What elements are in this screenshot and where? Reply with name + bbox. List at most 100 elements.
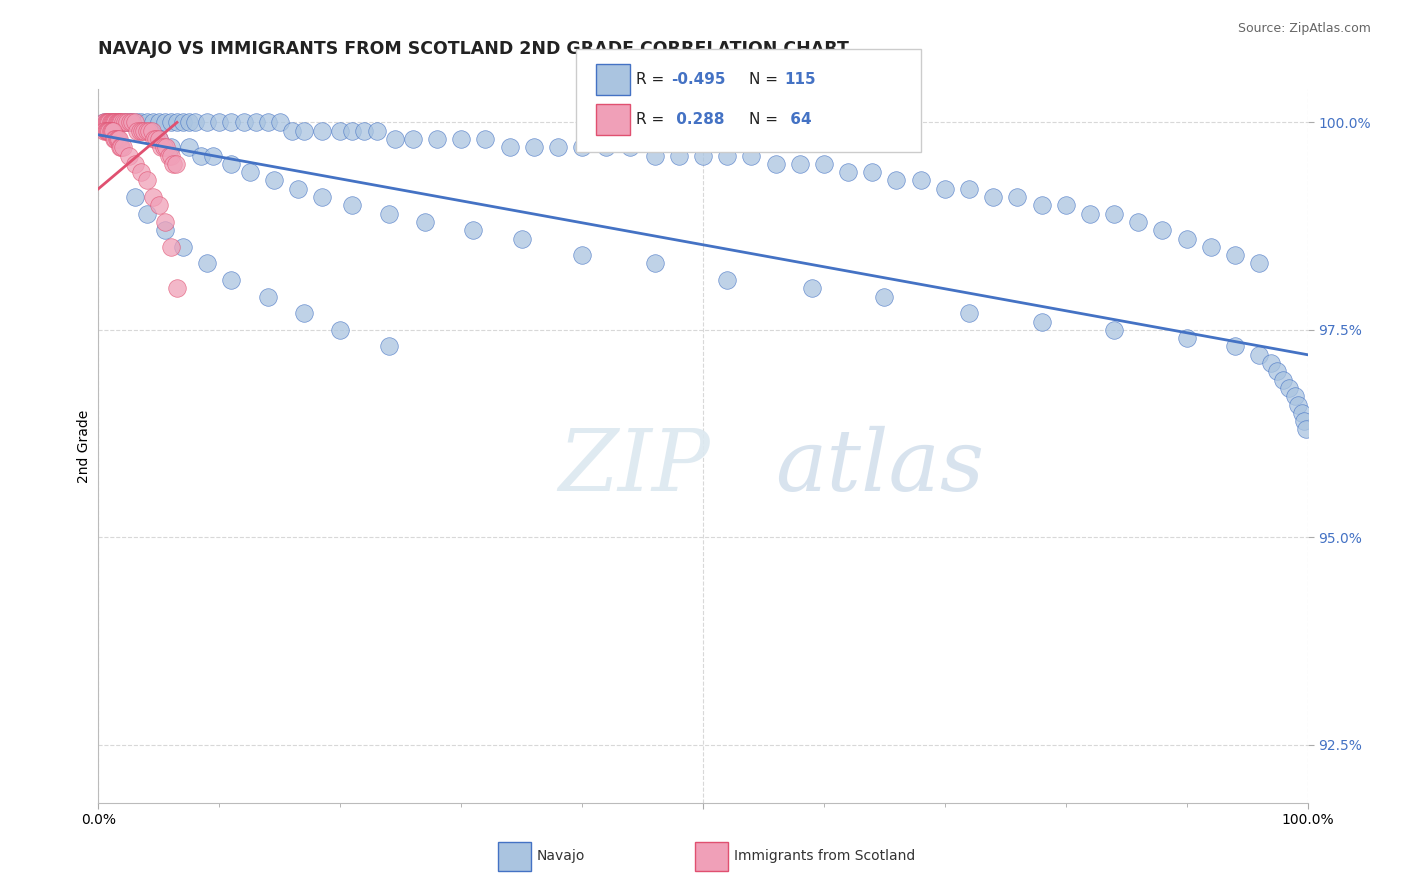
Text: NAVAJO VS IMMIGRANTS FROM SCOTLAND 2ND GRADE CORRELATION CHART: NAVAJO VS IMMIGRANTS FROM SCOTLAND 2ND G… — [98, 40, 849, 58]
Point — [108, 132, 131, 146]
Point — [152, 140, 174, 154]
Point — [124, 157, 146, 171]
Point — [148, 132, 170, 146]
Point — [1054, 198, 1077, 212]
Point — [239, 165, 262, 179]
Point — [1078, 207, 1101, 221]
Point — [105, 115, 128, 129]
Point — [114, 115, 136, 129]
Point — [135, 173, 157, 187]
Point — [860, 165, 883, 179]
Point — [131, 124, 153, 138]
Point — [668, 148, 690, 162]
Point — [245, 115, 267, 129]
Point — [263, 173, 285, 187]
Point — [98, 124, 121, 138]
Point — [117, 115, 139, 129]
Point — [571, 140, 593, 154]
Point — [155, 140, 177, 154]
Point — [426, 132, 449, 146]
Point — [413, 215, 436, 229]
Point — [740, 148, 762, 162]
Point — [160, 115, 183, 129]
Point — [172, 115, 194, 129]
Point — [93, 115, 115, 129]
Point — [110, 140, 132, 154]
Point — [1223, 248, 1246, 262]
Point — [232, 115, 254, 129]
Point — [1175, 231, 1198, 245]
Point — [162, 157, 184, 171]
Point — [384, 132, 406, 146]
Point — [160, 240, 183, 254]
Point — [813, 157, 835, 171]
Point — [166, 281, 188, 295]
Point — [107, 115, 129, 129]
Point — [571, 248, 593, 262]
Point — [1128, 215, 1150, 229]
Point — [1260, 356, 1282, 370]
Point — [114, 115, 136, 129]
Point — [135, 115, 157, 129]
Point — [281, 124, 304, 138]
Point — [934, 182, 956, 196]
Point — [1031, 198, 1053, 212]
Point — [103, 132, 125, 146]
Point — [523, 140, 546, 154]
Point — [150, 140, 173, 154]
Point — [1102, 323, 1125, 337]
Point — [153, 115, 176, 129]
Point — [96, 115, 118, 129]
Point — [716, 273, 738, 287]
Point — [366, 124, 388, 138]
Point — [129, 165, 152, 179]
Point — [287, 182, 309, 196]
Point — [96, 124, 118, 138]
Text: -0.495: -0.495 — [671, 72, 725, 87]
Point — [1199, 240, 1222, 254]
Point — [103, 115, 125, 129]
Point — [108, 140, 131, 154]
Point — [474, 132, 496, 146]
Point — [110, 115, 132, 129]
Point — [121, 115, 143, 129]
Point — [111, 115, 134, 129]
Point — [121, 115, 143, 129]
Point — [118, 115, 141, 129]
Point — [910, 173, 932, 187]
Point — [145, 132, 167, 146]
Point — [172, 240, 194, 254]
Y-axis label: 2nd Grade: 2nd Grade — [77, 409, 91, 483]
Point — [118, 148, 141, 162]
Point — [208, 115, 231, 129]
Point — [644, 256, 666, 270]
Point — [104, 132, 127, 146]
Point — [402, 132, 425, 146]
Point — [256, 115, 278, 129]
Point — [107, 132, 129, 146]
Point — [1249, 256, 1271, 270]
Point — [1007, 190, 1029, 204]
Point — [138, 124, 160, 138]
Point — [692, 148, 714, 162]
Point — [143, 132, 166, 146]
Point — [595, 140, 617, 154]
Point — [1286, 397, 1309, 411]
Point — [957, 306, 980, 320]
Point — [135, 124, 157, 138]
Point — [886, 173, 908, 187]
Point — [100, 115, 122, 129]
Point — [789, 157, 811, 171]
Point — [135, 207, 157, 221]
Point — [221, 273, 243, 287]
Point — [547, 140, 569, 154]
Point — [93, 115, 115, 129]
Point — [837, 165, 859, 179]
Point — [93, 124, 115, 138]
Point — [311, 190, 333, 204]
Text: Source: ZipAtlas.com: Source: ZipAtlas.com — [1237, 22, 1371, 36]
Point — [1223, 339, 1246, 353]
Point — [981, 190, 1004, 204]
Point — [190, 148, 212, 162]
Point — [1272, 373, 1295, 387]
